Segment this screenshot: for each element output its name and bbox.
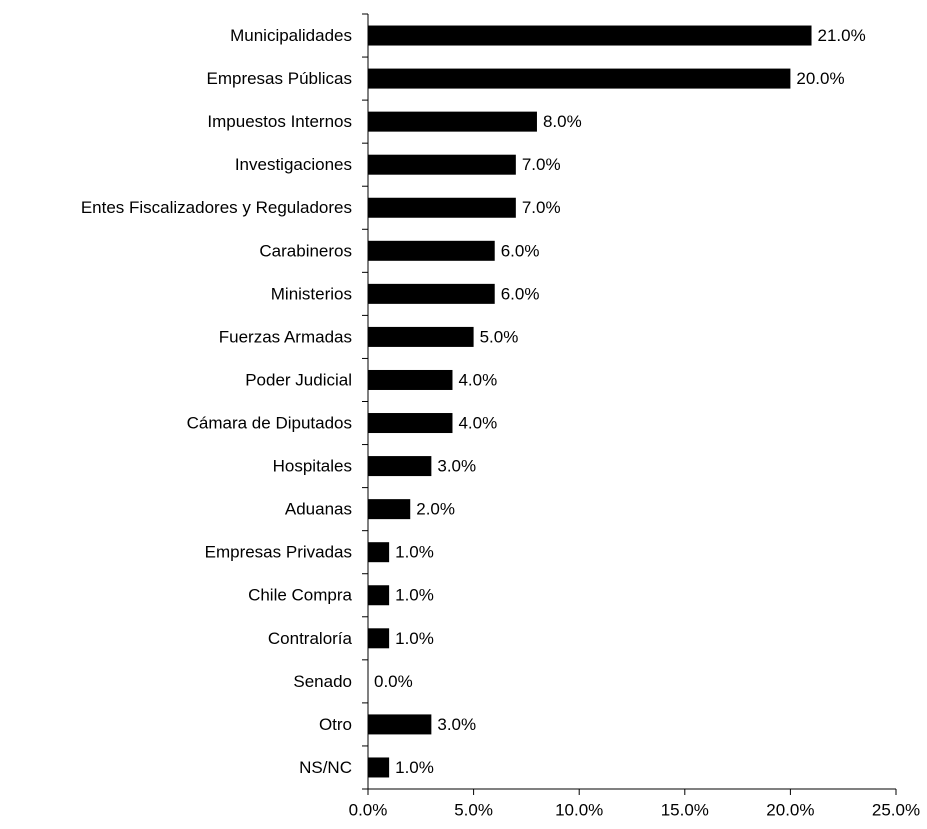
x-tick-label: 25.0%	[872, 800, 920, 819]
x-tick-label: 10.0%	[555, 800, 603, 819]
y-tick-label: NS/NC	[299, 758, 352, 777]
y-tick-label: Municipalidades	[230, 26, 352, 45]
value-label: 3.0%	[437, 715, 476, 734]
value-label: 1.0%	[395, 629, 434, 648]
value-label: 8.0%	[543, 112, 582, 131]
bar	[368, 413, 453, 434]
value-label: 0.0%	[374, 672, 413, 691]
bar	[368, 283, 495, 304]
y-tick-label: Investigaciones	[235, 155, 352, 174]
value-label: 4.0%	[458, 414, 497, 433]
y-tick-label: Senado	[293, 672, 352, 691]
y-tick-label: Hospitales	[273, 457, 352, 476]
y-tick-label: Empresas Públicas	[206, 69, 352, 88]
bar	[368, 197, 516, 218]
value-label: 7.0%	[522, 155, 561, 174]
x-tick-label: 20.0%	[766, 800, 814, 819]
value-label: 4.0%	[458, 370, 497, 389]
value-label: 6.0%	[501, 284, 540, 303]
value-label: 1.0%	[395, 586, 434, 605]
value-label: 5.0%	[480, 327, 519, 346]
value-label: 1.0%	[395, 543, 434, 562]
value-label: 20.0%	[796, 69, 844, 88]
bar	[368, 68, 791, 89]
bar	[368, 240, 495, 261]
x-tick-label: 15.0%	[661, 800, 709, 819]
x-tick-label: 5.0%	[454, 800, 493, 819]
x-tick-label: 0.0%	[349, 800, 388, 819]
value-label: 6.0%	[501, 241, 540, 260]
bar	[368, 714, 432, 735]
y-tick-label: Poder Judicial	[245, 370, 352, 389]
y-tick-label: Ministerios	[271, 284, 352, 303]
bar	[368, 585, 390, 606]
bar	[368, 25, 812, 46]
bar	[368, 369, 453, 390]
bar	[368, 326, 474, 347]
bar	[368, 111, 537, 132]
y-tick-label: Carabineros	[259, 241, 352, 260]
y-tick-label: Aduanas	[285, 500, 352, 519]
value-label: 7.0%	[522, 198, 561, 217]
value-label: 2.0%	[416, 500, 455, 519]
bar	[368, 628, 390, 649]
value-label: 3.0%	[437, 457, 476, 476]
y-tick-label: Otro	[319, 715, 352, 734]
y-tick-label: Chile Compra	[248, 586, 352, 605]
y-tick-label: Impuestos Internos	[207, 112, 352, 131]
value-label: 1.0%	[395, 758, 434, 777]
bar	[368, 757, 390, 778]
bar	[368, 499, 411, 520]
y-tick-label: Contraloría	[268, 629, 353, 648]
bar	[368, 542, 390, 563]
y-tick-label: Entes Fiscalizadores y Reguladores	[81, 198, 352, 217]
y-tick-label: Cámara de Diputados	[187, 414, 352, 433]
y-tick-label: Empresas Privadas	[205, 543, 352, 562]
bar	[368, 154, 516, 175]
bar	[368, 456, 432, 477]
y-tick-label: Fuerzas Armadas	[219, 327, 352, 346]
value-label: 21.0%	[818, 26, 866, 45]
